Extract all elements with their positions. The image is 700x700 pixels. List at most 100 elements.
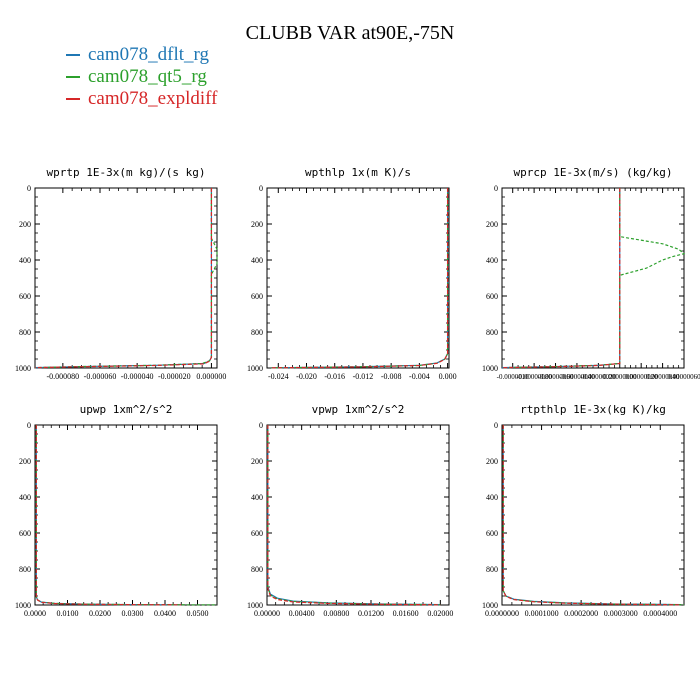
xtick-label-2-3: -0.012 xyxy=(353,372,374,381)
xtick-label-6-2: 0.0002000 xyxy=(564,609,598,618)
ytick-label-1-3: 600 xyxy=(19,292,31,301)
xtick-label-4-3: 0.0300 xyxy=(122,609,144,618)
plot-frame-5 xyxy=(266,424,450,606)
legend-swatch-expl xyxy=(66,98,80,100)
xtick-label-1-1: -0.000060 xyxy=(84,372,117,381)
plot-panel-1: wprtp 1E-3x(m kg)/(s kg) 0 200 400 600 800 100… xyxy=(15,166,226,381)
plot-frame-3 xyxy=(501,187,685,369)
ytick-label-3-1: 200 xyxy=(486,220,498,229)
plot-title-5: vpwp 1xm^2/s^2 xyxy=(312,403,405,416)
ytick-label-5-3: 600 xyxy=(251,529,263,538)
xtick-label-3-0: -0.0000010 xyxy=(497,373,530,381)
ytick-label-6-4: 800 xyxy=(486,565,498,574)
plot-panel-3: wprcp 1E-3x(m/s) (kg/kg) 0 200 400 600 800 100… xyxy=(482,166,700,381)
ytick-label-5-5: 1000 xyxy=(247,601,263,610)
xtick-label-5-1: 0.00400 xyxy=(289,609,315,618)
series-line-expl-4 xyxy=(35,425,182,606)
series-line-expl-1 xyxy=(34,188,213,369)
ytick-label-5-0: 0 xyxy=(259,421,263,430)
ytick-label-1-2: 400 xyxy=(19,256,31,265)
xtick-label-5-3: 0.01200 xyxy=(358,609,384,618)
ytick-label-4-3: 600 xyxy=(19,529,31,538)
ytick-label-4-0: 0 xyxy=(27,421,31,430)
ytick-label-2-3: 600 xyxy=(251,292,263,301)
plot-panel-6: rtpthlp 1E-3x(kg K)/kg 0 200 400 600 800 1000 0… xyxy=(482,403,685,618)
ytick-label-2-4: 800 xyxy=(251,328,263,337)
plot-frame-6 xyxy=(501,424,685,606)
series-line-expl-3 xyxy=(501,188,621,369)
xtick-label-1-4: 0.000000 xyxy=(196,372,226,381)
ytick-label-3-4: 800 xyxy=(486,328,498,337)
ytick-label-1-4: 800 xyxy=(19,328,31,337)
xtick-label-6-3: 0.0003000 xyxy=(604,609,638,618)
series-line-expl-5 xyxy=(267,425,441,606)
legend-label-dflt: cam078_dflt_rg xyxy=(88,44,210,65)
figure-title: CLUBB VAR at90E,-75N xyxy=(245,22,455,44)
legend-label-expl: cam078_expldiff xyxy=(88,88,218,109)
ytick-label-3-0: 0 xyxy=(494,184,498,193)
ytick-label-3-3: 600 xyxy=(486,292,498,301)
ytick-label-2-1: 200 xyxy=(251,220,263,229)
series-line-expl-6 xyxy=(502,425,681,606)
series-line-dflt-1 xyxy=(34,188,213,369)
xtick-label-5-4: 0.01600 xyxy=(393,609,419,618)
xtick-label-2-2: -0.016 xyxy=(324,372,345,381)
xtick-label-1-2: -0.000040 xyxy=(121,372,154,381)
ytick-label-1-1: 200 xyxy=(19,220,31,229)
ytick-label-6-0: 0 xyxy=(494,421,498,430)
series-line-dflt-2 xyxy=(271,188,449,369)
ytick-label-1-5: 1000 xyxy=(15,364,31,373)
xtick-label-4-0: 0.0000 xyxy=(24,609,46,618)
plot-title-2: wpthlp 1x(m K)/s xyxy=(305,166,411,179)
ytick-label-6-5: 1000 xyxy=(482,601,498,610)
ytick-label-3-2: 400 xyxy=(486,256,498,265)
legend-swatch-qt5 xyxy=(66,76,80,78)
ytick-label-2-5: 1000 xyxy=(247,364,263,373)
series-line-qt5-5 xyxy=(267,425,441,606)
xtick-label-3-8: 0.00000060 xyxy=(667,373,700,381)
xtick-label-4-1: 0.0100 xyxy=(57,609,79,618)
legend: cam078_dflt_rg cam078_qt5_rg cam078_expl… xyxy=(66,44,217,110)
ytick-label-6-1: 200 xyxy=(486,457,498,466)
xtick-label-4-2: 0.0200 xyxy=(89,609,111,618)
xtick-label-3-7: 0.00000040 xyxy=(646,373,680,381)
ytick-label-4-5: 1000 xyxy=(15,601,31,610)
series-line-qt5-6 xyxy=(502,425,685,606)
ytick-label-1-0: 0 xyxy=(27,184,31,193)
ytick-label-5-4: 800 xyxy=(251,565,263,574)
ytick-label-4-2: 400 xyxy=(19,493,31,502)
ytick-label-2-0: 0 xyxy=(259,184,263,193)
xtick-label-2-4: -0.008 xyxy=(381,372,402,381)
plot-title-1: wprtp 1E-3x(m kg)/(s kg) xyxy=(47,166,206,179)
xtick-label-6-4: 0.0004000 xyxy=(643,609,677,618)
xtick-label-5-2: 0.00800 xyxy=(323,609,349,618)
plot-frame-1 xyxy=(34,187,218,369)
ytick-label-4-1: 200 xyxy=(19,457,31,466)
series-line-dflt-6 xyxy=(502,425,681,606)
series-line-qt5-4 xyxy=(35,425,217,606)
xtick-label-2-1: -0.020 xyxy=(296,372,317,381)
ytick-label-4-4: 800 xyxy=(19,565,31,574)
xtick-label-1-3: -0.000020 xyxy=(158,372,191,381)
xtick-label-3-2: -0.00000060 xyxy=(538,373,574,381)
legend-entry-qt5: cam078_qt5_rg xyxy=(66,66,217,88)
plot-frame-2 xyxy=(266,187,450,369)
plot-title-3: wprcp 1E-3x(m/s) (kg/kg) xyxy=(514,166,673,179)
xtick-label-3-1: -0.00000080 xyxy=(516,373,552,381)
legend-swatch-dflt xyxy=(66,54,80,56)
xtick-label-6-1: 0.0001000 xyxy=(525,609,559,618)
legend-label-qt5: cam078_qt5_rg xyxy=(88,66,207,87)
plot-panel-2: wpthlp 1x(m K)/s02004006008001000-0.024-… xyxy=(247,166,457,381)
xtick-label-3-4: -0.00000020 xyxy=(581,373,617,381)
ytick-label-6-2: 400 xyxy=(486,493,498,502)
xtick-label-3-5: 0.00000000 xyxy=(603,373,637,381)
series-line-dflt-5 xyxy=(267,425,441,606)
ytick-label-5-2: 400 xyxy=(251,493,263,502)
plot-title-6: rtpthlp 1E-3x(kg K)/kg xyxy=(520,403,666,416)
legend-entry-expl: cam078_expldiff xyxy=(66,88,217,110)
xtick-label-4-4: 0.0400 xyxy=(154,609,176,618)
plot-frame-4 xyxy=(34,424,218,606)
ytick-label-6-3: 600 xyxy=(486,529,498,538)
